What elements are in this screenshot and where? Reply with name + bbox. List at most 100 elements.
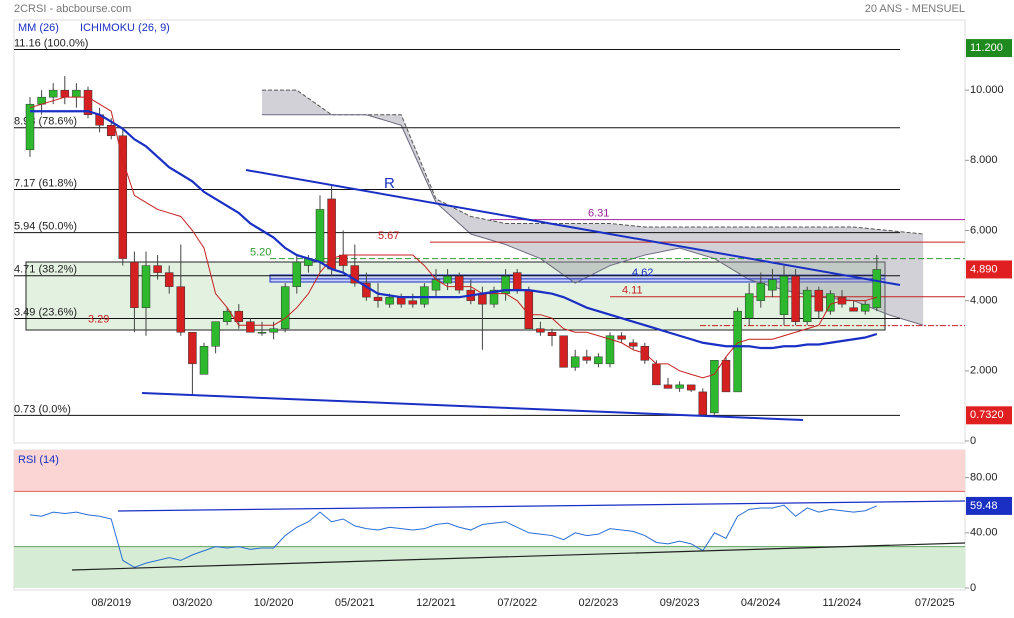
- candle-body: [779, 275, 789, 315]
- candle-body: [454, 275, 464, 291]
- fib-label: 11.16 (100.0%): [14, 37, 88, 49]
- y-tick-label: 6.000: [970, 224, 998, 236]
- candle-body: [802, 289, 812, 322]
- annotation-label: 4.11: [622, 285, 643, 297]
- tenkan-line: [29, 96, 877, 379]
- candle-body: [315, 209, 325, 263]
- ma-line: [30, 110, 878, 350]
- header-right: 20 ANS - MENSUEL: [865, 3, 965, 15]
- candle-body: [733, 310, 742, 393]
- candle-body: [710, 360, 719, 414]
- cloud-span-b: [262, 114, 924, 326]
- candle-body: [338, 254, 348, 266]
- x-tick-label: 07/2025: [915, 597, 955, 609]
- candle-body: [617, 335, 626, 340]
- fib-label: 8.93 (78.6%): [14, 116, 77, 128]
- candle-body: [594, 356, 603, 365]
- candle-body: [408, 300, 418, 305]
- fib-label: 0.73 (0.0%): [14, 403, 71, 415]
- candle-body: [860, 303, 870, 312]
- candle-body: [385, 296, 394, 305]
- candle-body: [652, 363, 661, 386]
- annotation-label: 5.20: [250, 246, 271, 258]
- candle-body: [234, 310, 244, 322]
- candle-body: [48, 89, 58, 98]
- candle-body: [292, 261, 302, 287]
- candle-body: [188, 331, 197, 365]
- candle-body: [373, 296, 383, 301]
- y-tick-label: 0: [970, 435, 976, 447]
- price-label: 11.200: [970, 42, 1003, 54]
- candle-body: [675, 384, 684, 389]
- x-tick-label: 07/2022: [497, 597, 537, 609]
- candle-body: [559, 335, 568, 368]
- trendline: [141, 392, 804, 421]
- layer: 11.16 (100.0%) 8.93 (78.6%) 7.17 (61.8%) 5.…: [14, 37, 965, 588]
- x-tick-label: 05/2021: [335, 597, 375, 609]
- candle-body: [199, 346, 209, 375]
- x-tick-label: 11/2024: [823, 597, 862, 609]
- candle-body: [686, 384, 696, 391]
- price-label: 0.7320: [970, 409, 1004, 421]
- candle-body: [814, 289, 824, 312]
- rsi-zone: [14, 450, 965, 492]
- candle-body: [536, 328, 545, 333]
- x-tick-label: 12/2021: [416, 597, 456, 609]
- candle-body: [849, 307, 858, 312]
- cloud-span-a: [262, 89, 924, 235]
- fib-label: 4.71 (38.2%): [14, 264, 77, 276]
- rsi-value-label: 59.48: [970, 500, 998, 512]
- fib-label: 7.17 (61.8%): [14, 177, 77, 189]
- price-label-box: [966, 39, 1012, 58]
- candle-body: [663, 384, 673, 389]
- x-tick-label: 04/2024: [741, 597, 781, 609]
- candle-body: [605, 335, 615, 365]
- fib-label: 3.49 (23.6%): [14, 306, 77, 318]
- candle-body: [60, 89, 70, 98]
- candle-body: [176, 286, 186, 333]
- trendline: [245, 169, 901, 286]
- candle-body: [420, 286, 429, 305]
- candle-body: [246, 321, 255, 333]
- price-label-box: [966, 260, 1012, 279]
- price-label: 4.890: [970, 263, 998, 275]
- candle-body: [582, 356, 592, 361]
- x-tick-label: 03/2020: [173, 597, 213, 609]
- candle-body: [350, 265, 360, 284]
- y-tick-label: 10.000: [970, 84, 1004, 96]
- fib-label: 5.94 (50.0%): [14, 221, 77, 233]
- header-left: 2CRSI - abcbourse.com: [14, 3, 131, 15]
- cloud-fill: [262, 90, 924, 326]
- candle-body: [257, 331, 267, 334]
- candle-body: [106, 125, 116, 137]
- candle-body: [280, 286, 290, 329]
- x-tick-label: 02/2023: [579, 597, 619, 609]
- rsi-trendline: [71, 542, 966, 571]
- y-tick-label: 4.000: [970, 295, 998, 307]
- legend-entry: MM (26): [18, 22, 59, 34]
- annotation-label: 6.31: [588, 208, 609, 220]
- candle-body: [524, 289, 534, 329]
- rsi-title: RSI (14): [18, 454, 59, 466]
- candle-body: [269, 328, 278, 333]
- candle-body: [118, 135, 128, 259]
- candle-body: [826, 293, 835, 312]
- rsi-line: [29, 504, 877, 568]
- price-label-box: [966, 406, 1012, 425]
- annotation-label: 4.62: [632, 267, 653, 279]
- rsi-value-box: [966, 496, 1012, 515]
- annotation-label: 3.29: [88, 313, 109, 325]
- trend-label: R: [384, 175, 395, 192]
- candle-body: [164, 272, 174, 287]
- candle-body: [153, 265, 162, 273]
- candle-body: [83, 89, 93, 115]
- candle-body: [25, 103, 35, 151]
- candle-body: [512, 272, 522, 291]
- candle-body: [756, 282, 766, 301]
- candle-body: [443, 275, 452, 284]
- candle-body: [744, 293, 754, 319]
- x-tick-label: 09/2023: [660, 597, 700, 609]
- x-tick-label: 08/2019: [91, 597, 131, 609]
